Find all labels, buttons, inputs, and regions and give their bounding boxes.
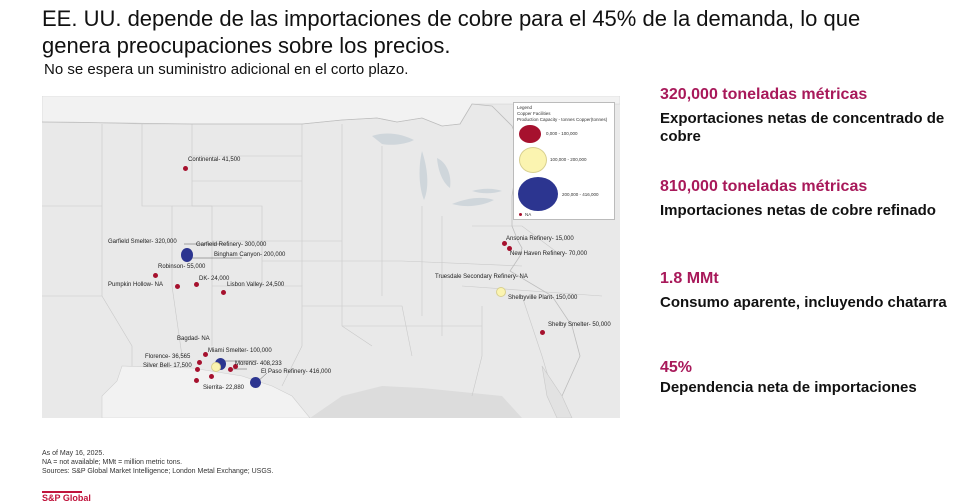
facility-dot-continental [183,166,188,171]
facility-dot-shelbyville [496,287,506,297]
stat-label: Importaciones netas de cobre refinado [660,202,936,219]
facility-label: Continental- 41,500 [188,157,241,163]
legend-subtitle: Copper Facilities [517,111,551,116]
stat-label: Dependencia neta de importaciones [660,379,917,396]
facility-dot-new-haven [507,246,512,251]
facility-label: Sierrita- 22,880 [203,385,245,391]
facility-label: Florence- 36,565 [145,354,191,360]
facility-label: Shelby Smelter- 50,000 [548,322,611,328]
stat-value: 45% [660,359,693,376]
facility-dot-dk [194,282,199,287]
us-copper-facilities-map: Continental- 41,500 Garfield Smelter- 32… [42,96,620,418]
footnote-date: As of May 16, 2025. [42,450,105,457]
facility-label: Truesdale Secondary Refinery- NA [435,274,528,280]
facility-dot-sierrita [209,374,214,379]
facility-label: Robinson- 55,000 [158,264,206,270]
facility-dot-lisbon-valley [221,290,226,295]
page-title: EE. UU. depende de las importaciones de … [42,6,861,58]
facility-dot-ansonia [502,241,507,246]
facility-dot-shelby [540,330,545,335]
facility-label: Lisbon Valley- 24,500 [227,282,285,288]
stat-block: 810,000 toneladas métricas Importaciones… [660,178,960,220]
legend-title: Legend [517,105,533,110]
map-legend: Legend Copper Facilities Production Capa… [513,102,615,220]
stat-block: 320,000 toneladas métricas Exportaciones… [660,86,960,146]
page-subtitle: No se espera un suministro adicional en … [44,61,409,78]
legend-swatch-large [518,177,558,211]
facility-dot-morenci [228,367,233,372]
stat-value: 320,000 toneladas métricas [660,86,868,103]
legend-item-label: NA [525,212,532,217]
legend-item-label: 100,000 - 200,000 [550,157,587,162]
stat-value: 1.8 MMt [660,270,719,287]
facility-dot-garfield [181,248,193,262]
logo-rule [42,491,82,493]
facility-dot-robinson [153,273,158,278]
facility-label: Ansonia Refinery- 15,000 [506,236,574,242]
stat-block: 1.8 MMt Consumo aparente, incluyendo cha… [660,270,960,312]
facility-label: Garfield Refinery- 300,000 [196,242,267,248]
facility-label: New Haven Refinery- 70,000 [510,251,588,257]
footnote-sources: Sources: S&P Global Market Intelligence;… [42,468,274,475]
stat-block: 45% Dependencia neta de importaciones [660,359,960,397]
facility-label: DK- 24,000 [199,276,230,282]
facility-dot-bagdad [203,352,208,357]
stat-label: Exportaciones netas de concentrado de co… [660,110,945,145]
facility-label: Silver Bell- 17,500 [143,363,192,369]
facility-label: Garfield Smelter- 320,000 [108,239,177,245]
facility-label: Pumpkin Hollow- NA [108,282,164,288]
facility-label: Miami Smelter- 100,000 [208,348,272,354]
legend-swatch-small [519,125,541,143]
facility-dot-silver-bell [195,367,200,372]
facility-dot-resolution [211,362,221,372]
map-basemap [42,96,620,418]
legend-item-label: 200,000 - 416,000 [562,192,599,197]
facility-dot-el-paso [250,377,261,388]
stat-label: Consumo aparente, incluyendo chatarra [660,294,947,311]
facility-dot-florence [197,360,202,365]
facility-label: Bingham Canyon- 200,000 [214,252,286,258]
facility-dot-morenci-2 [233,364,238,369]
facility-dot-tucson [194,378,199,383]
legend-swatch-na [519,213,522,216]
facility-label: Bagdad- NA [177,336,210,342]
stat-value: 810,000 toneladas métricas [660,178,868,195]
facility-dot-pumpkin-hollow [175,284,180,289]
legend-caption: Production Capacity - tonnes Copper(tonn… [517,117,608,122]
footnote-abbreviations: NA = not available; MMt = million metric… [42,459,183,466]
facility-label: Morenci- 408,233 [235,361,282,367]
facility-label: El Paso Refinery- 416,000 [261,369,332,375]
facility-label: Shelbyville Plant- 150,000 [508,295,578,301]
sp-global-logo: S&P Global [42,493,91,503]
footnotes: As of May 16, 2025. NA = not available; … [42,449,273,476]
legend-item-label: 0,000 - 100,000 [546,131,578,136]
legend-swatch-medium [519,147,547,173]
